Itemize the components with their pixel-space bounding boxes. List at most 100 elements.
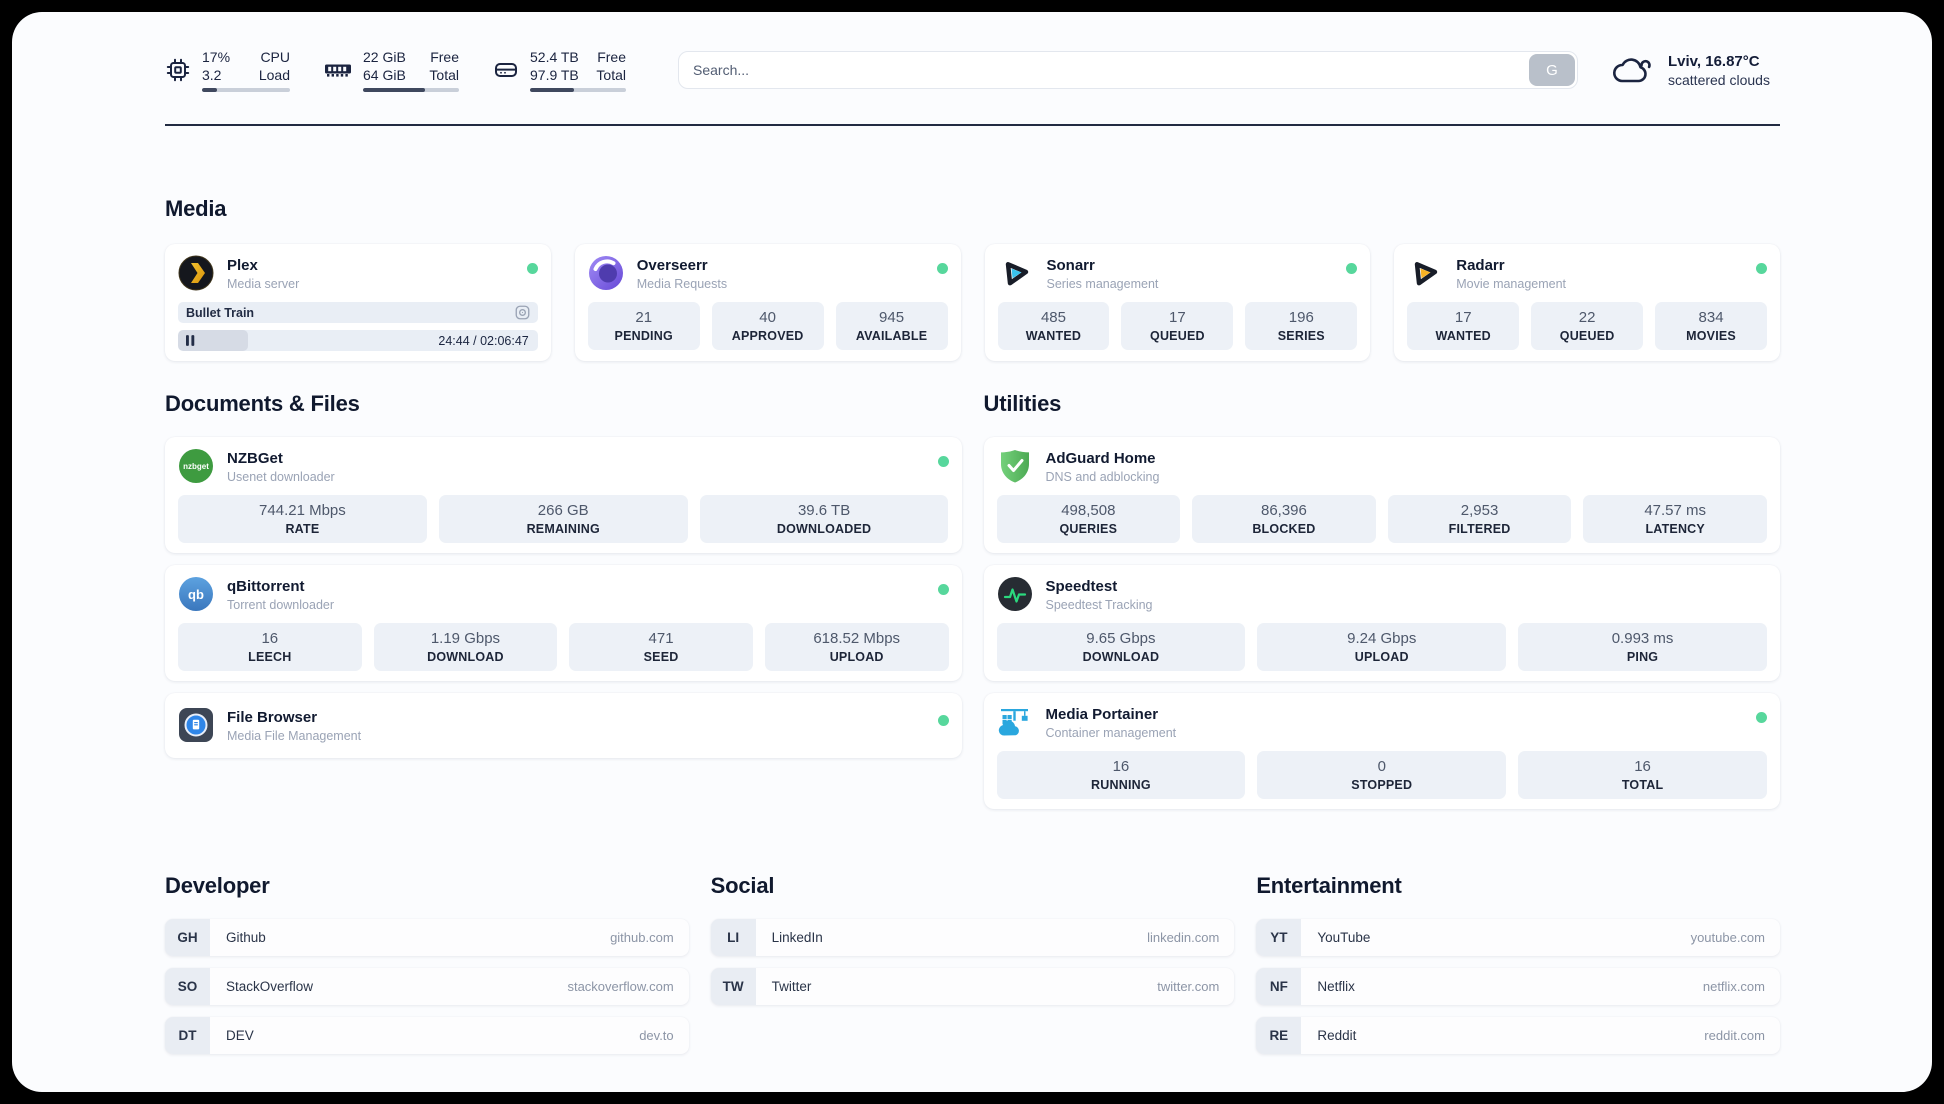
app-card-qbittorrent[interactable]: qb qBittorrent Torrent downloader 16 LEE… (165, 565, 962, 681)
stat-download: 1.19 Gbps DOWNLOAD (373, 623, 558, 671)
stat-value: 16 (1634, 757, 1651, 775)
section-title-media: Media (165, 196, 227, 221)
app-name: Radarr (1456, 257, 1505, 274)
bookmark-abbr: YT (1256, 919, 1302, 956)
ram-total-value: 64 GiB (363, 67, 406, 83)
stat-label: UPLOAD (1354, 649, 1409, 664)
media-card-row: Plex Media server Bullet Train 24:44 / 0… (165, 244, 1780, 361)
bookmark-youtube[interactable]: YT YouTube youtube.com (1256, 919, 1780, 956)
cpu-load-label: Load (258, 67, 290, 83)
disk-progress-track (530, 88, 626, 92)
header-divider (165, 124, 1780, 126)
bookmark-url: netflix.com (1702, 979, 1765, 994)
ram-free-value: 22 GiB (363, 49, 406, 65)
status-online-dot (1756, 263, 1767, 274)
section-title-utilities: Utilities (983, 391, 1062, 416)
stat-label: BLOCKED (1252, 521, 1316, 536)
app-name: Plex (227, 257, 258, 274)
bookmark-netflix[interactable]: NF Netflix netflix.com (1256, 968, 1780, 1005)
bookmark-reddit[interactable]: RE Reddit reddit.com (1256, 1017, 1780, 1054)
stat-upload: 9.24 Gbps UPLOAD (1257, 623, 1507, 671)
weather-location-temp: Lviv, 16.87°C (1668, 52, 1760, 70)
cpu-widget: 17% 3.2 CPU Load (165, 48, 290, 92)
ram-free-label: Free (430, 49, 459, 65)
plex-icon (178, 255, 214, 291)
utilities-column: Utilities AdGuard Home DNS and adblockin… (983, 391, 1780, 809)
app-name: File Browser (227, 709, 318, 726)
ram-progress-fill (363, 88, 426, 92)
bookmark-twitter[interactable]: TW Twitter twitter.com (710, 968, 1235, 1005)
weather-widget: Lviv, 16.87°C scattered clouds (1612, 52, 1780, 89)
stat-label: QUEUED (1150, 328, 1205, 343)
stat-latency: 47.57 ms LATENCY (1583, 495, 1767, 543)
stat-label: LEECH (248, 649, 292, 664)
app-description: Movie management (1456, 277, 1567, 291)
bookmark-name: Twitter (771, 979, 812, 994)
stat-value: 744.21 Mbps (259, 501, 346, 519)
stat-label: QUERIES (1059, 521, 1118, 536)
stat-value: 16 (261, 629, 279, 647)
stat-leech: 16 LEECH (178, 623, 362, 671)
stat-value: 498,508 (1061, 501, 1116, 519)
app-description: Media server (227, 277, 300, 291)
bookmark-url: reddit.com (1704, 1028, 1765, 1043)
stat-label: RATE (285, 521, 320, 536)
app-description: DNS and adblocking (1045, 470, 1160, 484)
app-card-radarr[interactable]: Radarr Movie management 17 WANTED 22 QUE… (1394, 244, 1780, 361)
app-card-portainer[interactable]: Media Portainer Container management 16 … (983, 693, 1780, 809)
stat-value: 17 (1454, 308, 1472, 326)
bookmark-dev[interactable]: DT DEV dev.to (165, 1017, 689, 1054)
bookmark-stackoverflow[interactable]: SO StackOverflow stackoverflow.com (165, 968, 689, 1005)
bookmark-url: stackoverflow.com (567, 979, 674, 994)
stat-wanted: 485 WANTED (997, 302, 1110, 350)
filebrowser-icon (179, 708, 213, 742)
disk-free-value: 52.4 TB (530, 49, 579, 65)
status-online-dot (937, 456, 949, 467)
bookmark-linkedin[interactable]: LI LinkedIn linkedin.com (710, 919, 1235, 956)
app-card-sonarr[interactable]: Sonarr Series management 485 WANTED 17 Q… (984, 244, 1371, 361)
stat-label: DOWNLOAD (1082, 649, 1160, 664)
bookmark-url: dev.to (639, 1028, 674, 1043)
disk-total-value: 97.9 TB (530, 67, 579, 83)
stat-label: SEED (643, 649, 679, 664)
cpu-label: CPU (260, 49, 290, 65)
app-card-filebrowser[interactable]: File Browser Media File Management (165, 693, 962, 758)
stat-value: 40 (759, 308, 776, 326)
stat-total: 16 TOTAL (1518, 751, 1767, 799)
stat-value: 9.24 Gbps (1347, 629, 1417, 647)
documents-column: Documents & Files nzbget NZBGet Usenet d… (165, 391, 962, 809)
bookmark-abbr: RE (1256, 1017, 1302, 1054)
cpu-progress-fill (202, 88, 217, 92)
stat-stopped: 0 STOPPED (1257, 751, 1507, 799)
bookmark-name: StackOverflow (226, 979, 314, 994)
stat-label: AVAILABLE (855, 328, 928, 343)
stat-value: 834 (1698, 308, 1724, 326)
status-online-dot (526, 263, 538, 274)
app-card-speedtest[interactable]: Speedtest Speedtest Tracking 9.65 Gbps D… (983, 565, 1780, 681)
stat-blocked: 86,396 BLOCKED (1192, 495, 1376, 543)
plex-now-playing: Bullet Train (178, 302, 538, 323)
search-engine-button[interactable]: G (1529, 54, 1575, 86)
sonarr-icon (1005, 262, 1028, 286)
app-card-overseerr[interactable]: Overseerr Media Requests 21 PENDING 40 A… (574, 244, 961, 361)
stat-label: DOWNLOAD (427, 649, 504, 664)
pause-icon (186, 335, 195, 346)
plex-progress-bar[interactable]: 24:44 / 02:06:47 (178, 330, 538, 351)
status-online-dot (1346, 263, 1358, 274)
ram-progress-track (363, 88, 459, 92)
stat-label: RUNNING (1091, 777, 1151, 792)
bookmark-abbr: NF (1256, 968, 1302, 1005)
app-name: Sonarr (1046, 257, 1095, 274)
app-card-adguard[interactable]: AdGuard Home DNS and adblocking 498,508 … (983, 437, 1780, 553)
bookmark-github[interactable]: GH Github github.com (165, 919, 689, 956)
app-name: Overseerr (636, 257, 708, 274)
search-input[interactable] (678, 51, 1578, 89)
stat-pending: 21 PENDING (587, 302, 700, 350)
stat-value: 945 (879, 308, 905, 326)
app-card-plex[interactable]: Plex Media server Bullet Train 24:44 / 0… (165, 244, 551, 361)
app-card-nzbget[interactable]: nzbget NZBGet Usenet downloader 744.21 M… (165, 437, 962, 553)
bookmark-abbr: LI (710, 919, 756, 956)
app-description: Speedtest Tracking (1045, 598, 1153, 612)
qbittorrent-icon: qb (179, 577, 213, 611)
stat-approved: 40 APPROVED (711, 302, 824, 350)
